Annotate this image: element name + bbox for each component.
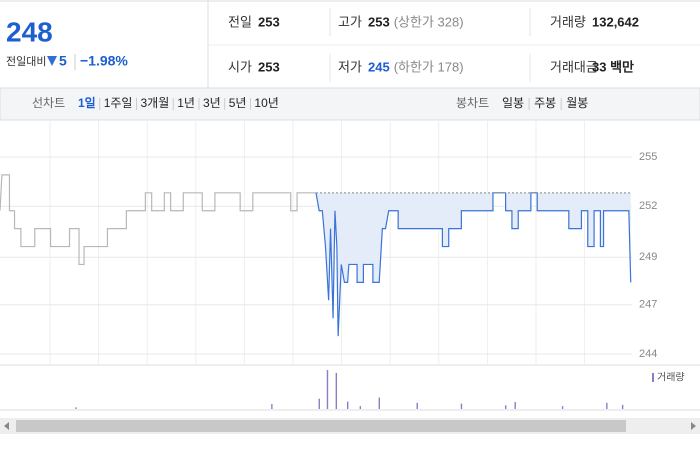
change-label: 전일대비	[6, 54, 46, 68]
stat-value: 132,642	[592, 14, 639, 29]
scrollbar-thumb[interactable]	[16, 420, 626, 432]
stat-label: 저가	[338, 59, 362, 74]
volume-bar	[335, 372, 338, 409]
volume-legend: 거래량	[657, 372, 685, 384]
price: 248	[6, 16, 53, 47]
tab[interactable]: 3년	[203, 96, 221, 110]
stat-value: 253	[258, 14, 280, 29]
tab[interactable]: 주봉	[534, 96, 556, 110]
tab[interactable]: 5년	[229, 96, 247, 110]
change: 5	[59, 53, 67, 69]
volume-bar	[271, 404, 273, 409]
scroll-left[interactable]	[4, 422, 9, 430]
stat-value: 253	[368, 14, 390, 29]
price-line	[0, 174, 316, 266]
stat-label: 전일	[228, 14, 252, 29]
tab[interactable]: 일봉	[502, 96, 524, 110]
tab[interactable]: 1주일	[104, 96, 133, 110]
area	[316, 192, 631, 337]
tab[interactable]: 10년	[254, 96, 278, 110]
stat-extra: (하한가 178)	[394, 59, 464, 74]
tab[interactable]: 월봉	[566, 96, 588, 110]
volume-bar	[75, 407, 77, 409]
tab[interactable]: 3개월	[140, 96, 169, 110]
y-tick-label: 252	[639, 200, 657, 212]
volume-bar	[378, 397, 380, 409]
y-tick-label: 244	[639, 348, 657, 360]
stat-label: 거래량	[550, 14, 586, 29]
volume-bar	[460, 403, 463, 409]
volume-legend-swatch	[652, 373, 654, 382]
tab-bar	[0, 87, 700, 121]
y-tick-label: 247	[639, 299, 657, 311]
volume-bar	[347, 401, 349, 409]
stat-value: 245	[368, 59, 390, 74]
tab[interactable]: 1일	[78, 96, 96, 110]
change-pct: −1.98%	[80, 53, 128, 69]
volume-bar	[561, 406, 564, 409]
tab[interactable]: 1년	[177, 96, 195, 110]
volume-bar	[606, 402, 608, 409]
scroll-right[interactable]	[691, 422, 696, 430]
volume-bar	[416, 402, 418, 409]
tab-group-label: 봉차트	[456, 96, 489, 110]
stat-value: 253	[258, 59, 280, 74]
stat-label: 시가	[228, 59, 252, 74]
volume-bar	[505, 405, 507, 409]
tab-group-label: 선차트	[32, 96, 65, 110]
stat-label: 고가	[338, 14, 362, 29]
stat-extra: (상한가 328)	[394, 14, 464, 29]
price-line	[315, 192, 632, 337]
down-arrow	[47, 56, 57, 66]
y-tick-label: 249	[639, 251, 657, 263]
volume-bar	[326, 370, 329, 409]
volume-bar	[514, 402, 516, 409]
volume-bar	[318, 398, 320, 409]
stat-label: 거래대금	[550, 59, 598, 74]
stat-value: 33 백만	[592, 59, 634, 74]
y-tick-label: 255	[639, 151, 657, 163]
volume-bar	[359, 406, 362, 409]
volume-bar	[621, 404, 624, 409]
